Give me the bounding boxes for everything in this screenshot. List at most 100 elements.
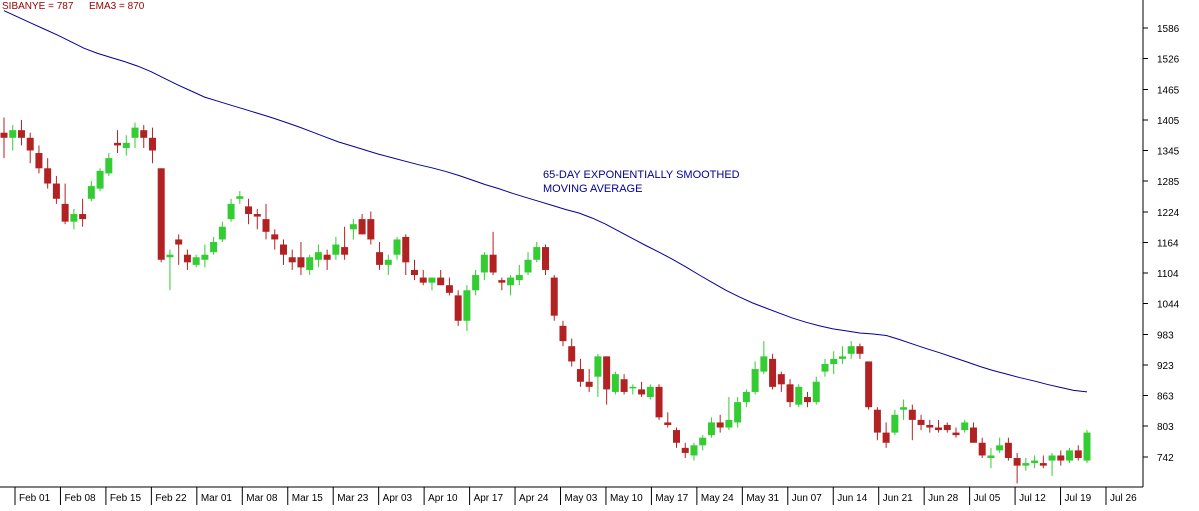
- x-tick-label: Feb 15: [110, 493, 142, 504]
- candle-body: [192, 257, 200, 265]
- candle-body: [830, 358, 838, 364]
- candle-body: [646, 386, 654, 398]
- candle-body: [472, 275, 480, 291]
- candle-body: [690, 445, 698, 456]
- candle-body: [61, 203, 69, 222]
- candle-body: [681, 447, 689, 453]
- candle-body: [533, 247, 541, 260]
- x-tick-label: Mar 01: [201, 493, 233, 504]
- candle-body: [507, 277, 515, 286]
- candle-body: [0, 132, 8, 138]
- x-tick-label: Jul 12: [1019, 493, 1046, 504]
- x-tick-label: Jul 19: [1065, 493, 1092, 504]
- candles-layer: [0, 117, 1091, 484]
- y-tick-label: 1104: [1157, 269, 1179, 280]
- candle-body: [419, 277, 427, 283]
- candle-body: [332, 244, 340, 255]
- ema-annotation-line2: MOVING AVERAGE: [543, 183, 642, 195]
- y-tick-label: 863: [1157, 391, 1174, 402]
- candle-body: [594, 356, 602, 377]
- candle-body: [1066, 450, 1074, 461]
- y-tick-label: 1285: [1157, 177, 1180, 188]
- candle-body: [725, 419, 733, 428]
- candle-body: [1013, 458, 1021, 466]
- candle-body: [699, 437, 707, 446]
- y-tick-label: 1164: [1157, 239, 1179, 250]
- candle-body: [70, 214, 78, 222]
- ema-layer: [3, 10, 1088, 393]
- candle-body: [323, 254, 331, 260]
- candle-body: [891, 414, 899, 433]
- candle-body: [218, 226, 226, 240]
- ema-label: EMA3 = 870: [89, 1, 145, 12]
- candle-body: [935, 427, 943, 431]
- candle-body: [777, 374, 785, 385]
- candle-body: [245, 206, 253, 215]
- candle-body: [306, 257, 314, 270]
- candle-body: [900, 407, 908, 410]
- candle-body: [865, 361, 873, 408]
- candle-body: [926, 424, 934, 428]
- candle-body: [314, 252, 322, 260]
- candle-body: [17, 130, 25, 138]
- candle-body: [79, 214, 87, 220]
- x-tick-label: Jun 07: [792, 493, 822, 504]
- candle-body: [35, 153, 43, 169]
- candle-body: [917, 419, 925, 425]
- candle-body: [122, 142, 130, 148]
- ema-annotation-line1: 65-DAY EXPONENTIALLY SMOOTHED: [543, 169, 740, 181]
- candle-body: [812, 381, 820, 403]
- x-tick-label: Jun 28: [928, 493, 958, 504]
- x-tick-label: Mar 08: [246, 493, 278, 504]
- candle-body: [629, 386, 637, 389]
- candle-body: [1004, 442, 1012, 459]
- candle-body: [87, 186, 95, 199]
- candle-body: [1022, 463, 1030, 466]
- candle-body: [961, 422, 969, 431]
- candle-body: [1074, 450, 1082, 459]
- x-tick-label: Feb 22: [155, 493, 187, 504]
- candle-body: [1048, 455, 1056, 461]
- candle-body: [437, 277, 445, 286]
- candle-body: [253, 214, 261, 217]
- candle-body: [384, 259, 392, 265]
- candle-body: [341, 247, 349, 255]
- candle-body: [454, 295, 462, 321]
- candle-body: [393, 239, 401, 255]
- candle-body: [114, 142, 122, 146]
- candle-body: [44, 168, 52, 184]
- candle-body: [410, 269, 418, 276]
- y-tick-label: 742: [1157, 453, 1174, 464]
- x-tick-label: Jun 14: [837, 493, 867, 504]
- candle-body: [489, 254, 497, 273]
- candle-body: [611, 374, 619, 392]
- candle-body: [847, 346, 855, 354]
- candle-body: [620, 379, 628, 392]
- candle-body: [769, 358, 777, 387]
- candle-body: [559, 325, 567, 342]
- candle-body: [131, 127, 139, 138]
- candle-body: [760, 356, 768, 372]
- candle-body: [734, 402, 742, 423]
- candle-body: [297, 257, 305, 268]
- x-tick-label: Apr 10: [428, 493, 458, 504]
- candle-body: [751, 369, 759, 392]
- candle-body: [952, 432, 960, 436]
- candle-body: [707, 422, 715, 436]
- candle-body: [1057, 455, 1065, 461]
- x-ticks: Feb 01 Feb 08 Feb 15 Feb 22 Mar 01 Mar 08 Mar …: [14, 487, 1137, 505]
- candle-body: [716, 422, 724, 428]
- y-tick-label: 1044: [1157, 299, 1180, 310]
- candle-body: [480, 254, 488, 273]
- candle-body: [969, 427, 977, 443]
- candle-body: [603, 356, 611, 390]
- x-tick-label: Jul 26: [1110, 493, 1137, 504]
- candle-body: [943, 424, 951, 431]
- y-tick-label: 1405: [1157, 116, 1180, 127]
- x-tick-label: Apr 03: [383, 493, 413, 504]
- candle-body: [210, 241, 218, 253]
- x-tick-label: Apr 24: [519, 493, 549, 504]
- candle-body: [873, 409, 881, 433]
